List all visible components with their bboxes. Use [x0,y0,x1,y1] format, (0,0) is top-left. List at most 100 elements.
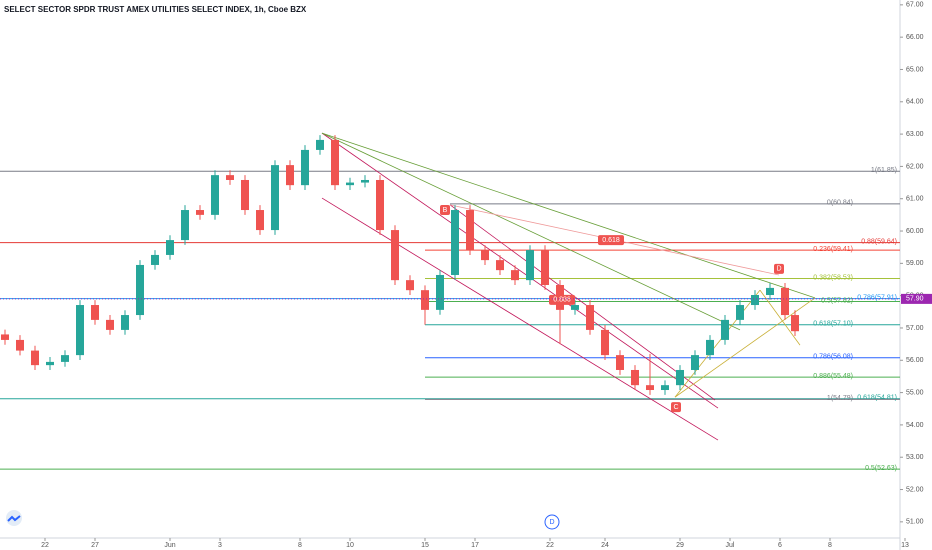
candle-body [496,260,504,271]
y-tick-label: 64.00 [906,99,924,106]
y-tick-label: 56.00 [906,357,924,364]
candle-body [781,287,789,316]
candle-body [691,355,699,370]
candle-body [406,280,414,291]
y-tick-label: 61.00 [906,196,924,203]
candle-body [791,315,799,332]
x-tick-label: Jul [726,542,735,549]
candle-body [136,264,144,316]
x-tick-label: 15 [421,542,429,549]
candle-body [151,254,159,265]
y-tick-label: 59.00 [906,260,924,267]
trend-line [449,204,716,401]
annotation-box [598,235,624,246]
y-tick-label: 66.00 [906,34,924,41]
candle-body [76,305,84,356]
svg-text:D: D [549,519,554,526]
x-tick-label: 22 [546,542,554,549]
chart-title: SELECT SECTOR SPDR TRUST AMEX UTILITIES … [4,5,307,14]
candle-body [526,250,534,281]
y-tick-label: 67.00 [906,2,924,9]
candle-body [181,210,189,241]
candle-body [196,210,204,215]
annotation-box [671,402,681,413]
candle-body [451,210,459,275]
x-tick-label: 29 [676,542,684,549]
candle-body [391,230,399,281]
candle-body [436,274,444,310]
x-tick-label: 10 [346,542,354,549]
annotation: 0.618 [602,237,620,244]
candle-body [571,305,579,310]
level-label: 0.786(56.08) [813,354,853,361]
y-tick-label: 54.00 [906,422,924,429]
candle-body [751,295,759,306]
candle-body [241,179,249,211]
trend-line [321,132,741,331]
candle-body [316,139,324,150]
x-tick-label: 8 [828,542,832,549]
candle-body [1,334,9,340]
y-tick-label: 65.00 [906,66,924,73]
candle-body [226,175,234,180]
price-tag-box [901,293,932,304]
candle-body [466,210,474,251]
y-tick-label: 51.00 [906,519,924,526]
x-tick-label: 3 [218,542,222,549]
price-tag: 57.90 [906,296,924,303]
candle-body [91,305,99,320]
candle-body [106,319,114,330]
candle-body [331,139,339,186]
candle-body [766,287,774,296]
candle-body [61,355,69,362]
candle-body [31,350,39,366]
level-label: 0.5(57.82) [821,297,853,304]
candle-body [256,210,264,231]
candle-body [271,165,279,231]
candle-body [736,305,744,320]
dividend-icon: D [544,514,560,530]
y-tick-label: 62.00 [906,163,924,170]
trend-line [321,132,816,299]
level-label: 0.618(57.10) [813,321,853,328]
x-tick-label: 13 [901,542,909,549]
annotation-box [774,263,784,274]
annotation: D [776,266,781,273]
logo [6,510,22,526]
trend-line [321,197,719,441]
candle-body [286,165,294,186]
trend-line [321,132,719,409]
level-label: 0.618(54.81) [857,395,897,402]
candle-body [721,319,729,340]
y-tick-label: 60.00 [906,228,924,235]
level-label: 0.5(52.63) [865,465,897,472]
trend-line [674,297,816,398]
x-tick-label: 22 [41,542,49,549]
x-tick-label: 24 [601,542,609,549]
candle-body [631,369,639,386]
x-tick-label: 17 [471,542,479,549]
annotation: C [673,404,678,411]
candle-body [616,355,624,370]
level-label: 0.236(59.41) [813,246,853,253]
x-tick-label: Jun [164,542,175,549]
candle-body [46,361,54,366]
candle-body [481,250,489,261]
trend-line [759,289,801,346]
candle-body [121,315,129,330]
candle-body [376,179,384,231]
level-label: 0.382(58.53) [813,274,853,281]
y-tick-label: 52.00 [906,486,924,493]
level-label: 0.88(59.64) [861,239,897,246]
trend-line [674,289,761,398]
level-label: 0.786(57.91) [857,294,897,301]
annotation-box [549,294,575,305]
x-tick-label: 6 [778,542,782,549]
annotation: 0.886 [553,297,571,304]
candle-body [301,149,309,186]
y-tick-label: 63.00 [906,131,924,138]
candle-body [166,240,174,255]
level-label: 1(61.85) [871,167,897,174]
